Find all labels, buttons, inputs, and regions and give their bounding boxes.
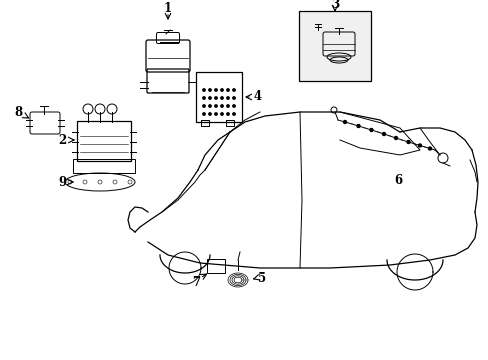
Text: 1: 1 (163, 1, 172, 14)
Circle shape (208, 113, 211, 115)
Circle shape (232, 105, 235, 107)
Circle shape (203, 113, 205, 115)
Circle shape (208, 89, 211, 91)
Circle shape (203, 89, 205, 91)
Circle shape (369, 129, 372, 131)
Circle shape (214, 113, 217, 115)
Circle shape (382, 132, 385, 135)
Circle shape (203, 105, 205, 107)
Circle shape (214, 97, 217, 99)
Circle shape (418, 144, 421, 147)
Text: 5: 5 (257, 271, 265, 284)
Circle shape (208, 97, 211, 99)
Circle shape (221, 105, 223, 107)
Circle shape (343, 121, 346, 123)
Circle shape (203, 97, 205, 99)
Text: 4: 4 (253, 90, 262, 104)
Circle shape (427, 147, 430, 150)
Circle shape (221, 89, 223, 91)
Circle shape (232, 97, 235, 99)
Circle shape (221, 97, 223, 99)
Circle shape (226, 89, 229, 91)
Circle shape (356, 125, 359, 127)
Circle shape (226, 105, 229, 107)
Circle shape (394, 136, 397, 139)
FancyBboxPatch shape (298, 11, 370, 81)
Circle shape (226, 113, 229, 115)
Text: 7: 7 (192, 275, 200, 288)
Text: 3: 3 (330, 0, 339, 10)
Circle shape (406, 140, 409, 144)
Text: 9: 9 (58, 175, 66, 189)
Circle shape (208, 105, 211, 107)
Circle shape (226, 97, 229, 99)
Text: 2: 2 (58, 134, 66, 147)
Text: 6: 6 (393, 174, 401, 186)
Circle shape (232, 113, 235, 115)
Circle shape (232, 89, 235, 91)
Circle shape (221, 113, 223, 115)
Circle shape (214, 89, 217, 91)
Text: 8: 8 (14, 105, 22, 118)
Circle shape (214, 105, 217, 107)
